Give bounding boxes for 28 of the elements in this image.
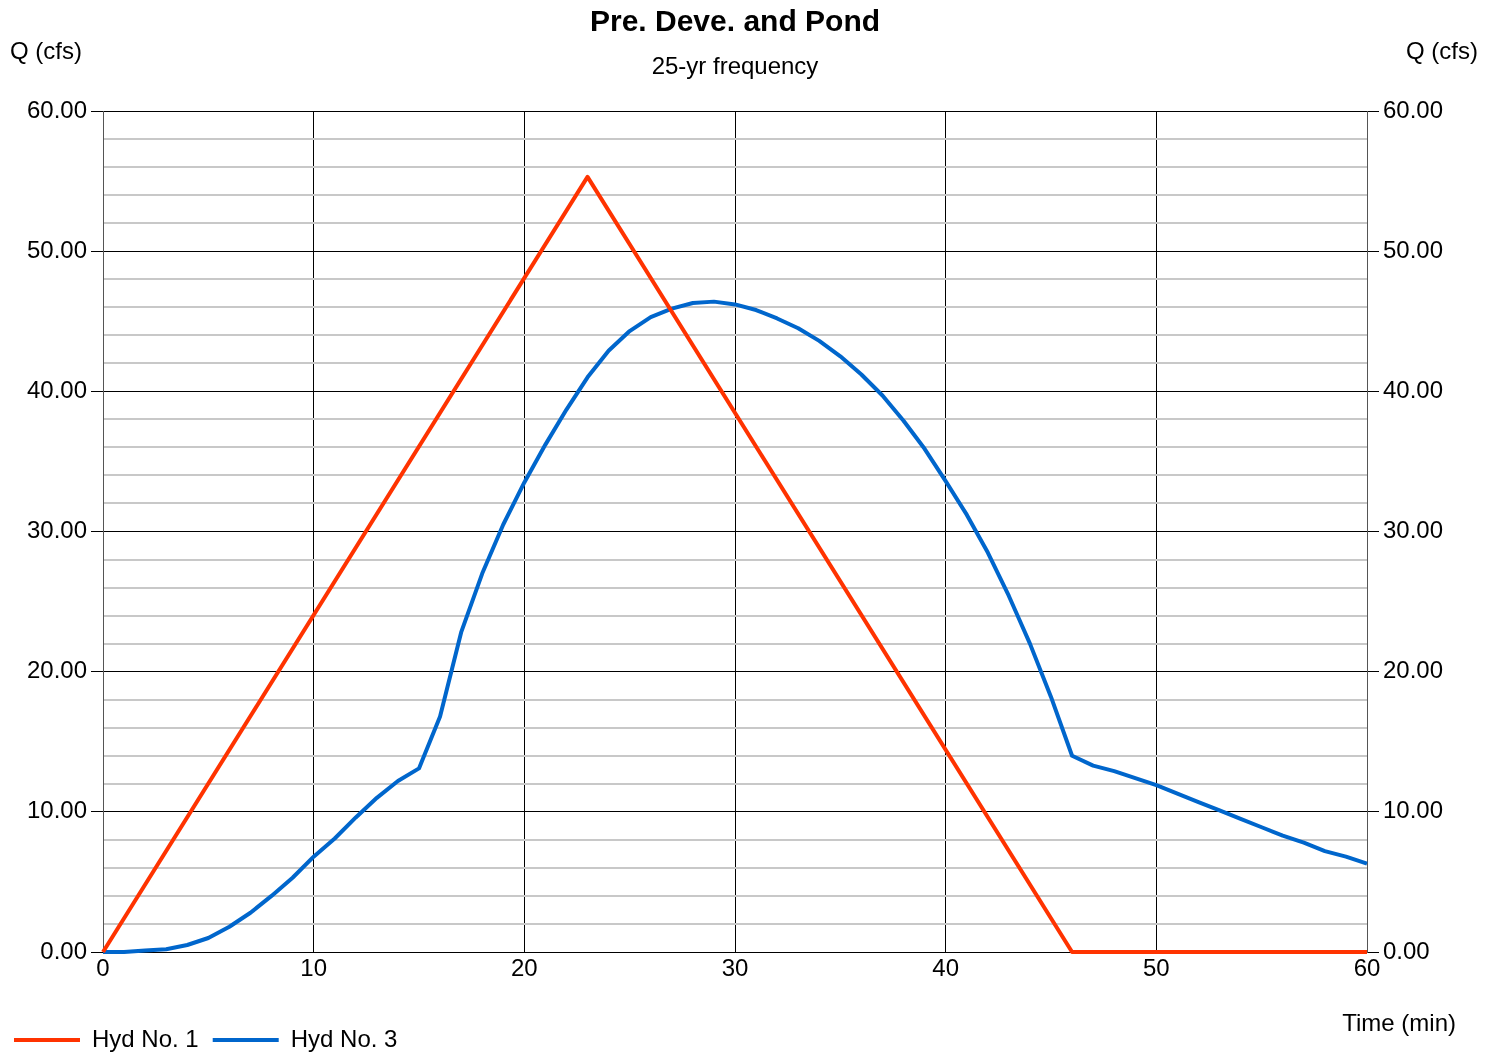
y2-tick-label: 50.00 bbox=[1383, 235, 1444, 263]
y-tick-label: 10.00 bbox=[26, 796, 87, 824]
y2-tick-label: 30.00 bbox=[1383, 516, 1444, 544]
y-tick-label: 50.00 bbox=[26, 235, 87, 263]
x-tick-label: 60 bbox=[1353, 954, 1381, 982]
y-tick-label: 20.00 bbox=[26, 656, 87, 684]
chart-subtitle: 25-yr frequency bbox=[651, 51, 819, 79]
y2-tick-label: 0.00 bbox=[1383, 936, 1430, 964]
legend-label: Hyd No. 3 bbox=[290, 1024, 398, 1052]
y2-tick-label: 10.00 bbox=[1383, 796, 1444, 824]
y2-tick-label: 20.00 bbox=[1383, 656, 1444, 684]
x-tick-label: 30 bbox=[721, 954, 749, 982]
x-tick-label: 40 bbox=[932, 954, 960, 982]
x-tick-label: 50 bbox=[1142, 954, 1170, 982]
y-tick-label: 60.00 bbox=[26, 95, 87, 123]
y2-tick-label: 40.00 bbox=[1383, 375, 1444, 403]
x-axis-title: Time (min) bbox=[1342, 1008, 1456, 1036]
y2-tick-label: 60.00 bbox=[1383, 95, 1444, 123]
chart-title: Pre. Deve. and Pond bbox=[589, 4, 881, 38]
y-tick-label: 40.00 bbox=[26, 375, 87, 403]
y-tick-label: 30.00 bbox=[26, 516, 87, 544]
x-tick-label: 10 bbox=[300, 954, 328, 982]
legend-label: Hyd No. 1 bbox=[92, 1024, 199, 1052]
y-tick-label: 0.00 bbox=[40, 936, 87, 964]
x-tick-label: 0 bbox=[96, 954, 110, 982]
y2-axis-title: Q (cfs) bbox=[1406, 36, 1478, 64]
x-tick-label: 20 bbox=[510, 954, 538, 982]
y-axis-title: Q (cfs) bbox=[10, 36, 82, 64]
